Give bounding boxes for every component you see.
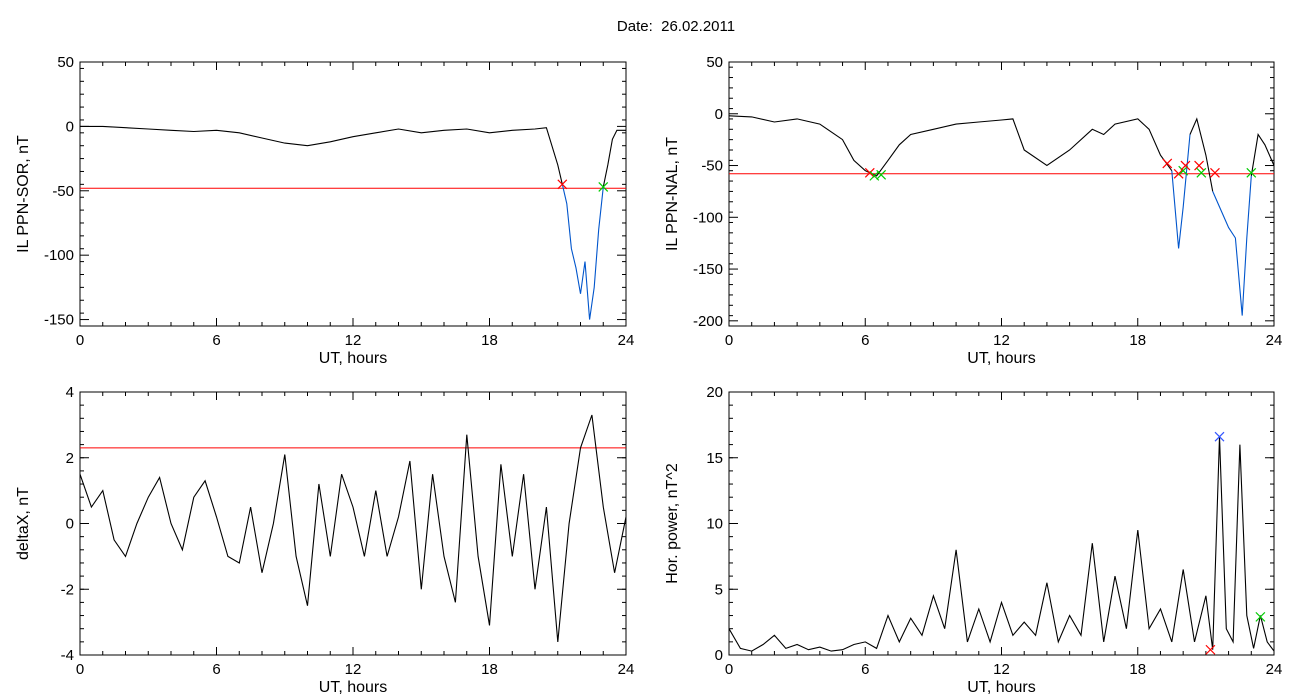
- marker-green: [1178, 165, 1189, 176]
- series-line: [1171, 134, 1191, 249]
- y-tick-label: -100: [44, 247, 74, 264]
- y-tick-label: -50: [52, 183, 74, 200]
- y-axis-label: deltaX, nT: [15, 487, 32, 560]
- x-tick-label: 18: [481, 661, 498, 678]
- x-tick-label: 0: [76, 661, 84, 678]
- x-tick-label: 6: [212, 332, 220, 349]
- marker-green: [876, 169, 887, 180]
- y-tick-label: 10: [706, 516, 723, 533]
- chart-panel-top-right: 0 6 12 18 24 50 0 -50 -100 -150 -200 UT, hours IL PP…: [664, 54, 1282, 367]
- y-axis-label: Hor. power, nT^2: [664, 463, 681, 584]
- marker-green: [1255, 611, 1266, 622]
- x-tick-label: 12: [345, 661, 362, 678]
- y-tick-label: 5: [715, 581, 723, 598]
- y-tick-label: 2: [66, 450, 74, 467]
- y-tick-label: -200: [693, 313, 723, 330]
- series-line: [728, 115, 1173, 177]
- y-tick-label: 4: [66, 384, 74, 401]
- series-line: [80, 125, 563, 185]
- y-tick-label: 15: [706, 450, 723, 467]
- y-tick-label: -50: [701, 158, 723, 175]
- x-tick-label: 18: [1129, 332, 1146, 349]
- series-line: [1189, 117, 1214, 192]
- marker-blue: [1214, 431, 1225, 442]
- x-tick-label: 0: [725, 332, 733, 349]
- series-line: [602, 129, 626, 188]
- y-tick-label: 0: [66, 516, 74, 533]
- x-tick-label: 6: [861, 332, 869, 349]
- x-tick-label: 12: [993, 661, 1010, 678]
- y-tick-label: 50: [706, 54, 723, 71]
- y-tick-label: 0: [715, 106, 723, 123]
- plot-frame: [728, 391, 1275, 656]
- marker-red: [1194, 160, 1204, 171]
- figure-title: Date: 26.02.2011: [616, 18, 736, 35]
- series-line: [79, 414, 627, 642]
- x-tick-label: 18: [481, 332, 498, 349]
- x-tick-label: 24: [618, 332, 635, 349]
- y-tick-label: -100: [693, 209, 723, 226]
- x-tick-label: 6: [861, 661, 869, 678]
- x-tick-label: 18: [1129, 661, 1146, 678]
- marker-green: [1246, 167, 1257, 178]
- marker-green: [1196, 167, 1207, 178]
- x-tick-label: 24: [618, 661, 635, 678]
- y-tick-label: -4: [61, 647, 74, 664]
- chart-panel-top-left: 0 6 12 18 24 50 0 -50 -100 -150 UT, hours IL PPN-SO…: [15, 54, 634, 367]
- x-tick-label: 24: [1266, 661, 1283, 678]
- y-tick-label: -150: [693, 261, 723, 278]
- marker-red: [864, 167, 875, 178]
- chart-panel-bottom-left: 0 6 12 18 24 4 2 0 -2 -4 UT, hours deltaX, nT: [15, 384, 634, 696]
- marker-red: [1173, 168, 1184, 179]
- x-tick-label: 0: [725, 661, 733, 678]
- x-tick-label: 12: [993, 332, 1010, 349]
- x-axis-label: UT, hours: [967, 679, 1035, 696]
- x-tick-label: 6: [212, 661, 220, 678]
- y-tick-label: 0: [715, 647, 723, 664]
- series-line: [1212, 175, 1252, 316]
- plot-frame: [79, 61, 627, 327]
- x-axis-label: UT, hours: [319, 679, 387, 696]
- plot-frame: [728, 61, 1275, 327]
- y-axis-label: IL PPN-NAL, nT: [664, 137, 681, 251]
- marker-red: [557, 179, 568, 190]
- chart-panel-bottom-right: 0 6 12 18 24 20 15 10 5 0 UT, hours Hor. power, nT^…: [664, 384, 1282, 696]
- y-tick-label: -2: [61, 581, 74, 598]
- y-tick-label: 20: [706, 384, 723, 401]
- marker-red: [1205, 644, 1216, 655]
- x-tick-label: 0: [76, 332, 84, 349]
- y-tick-label: -150: [44, 312, 74, 329]
- series-line: [1250, 133, 1275, 176]
- x-axis-label: UT, hours: [319, 350, 387, 367]
- marker-red: [1162, 158, 1173, 169]
- y-axis-label: IL PPN-SOR, nT: [15, 135, 32, 253]
- x-tick-label: 24: [1266, 332, 1283, 349]
- marker-green: [598, 181, 609, 192]
- series-line: [561, 184, 604, 320]
- series-line: [728, 436, 1275, 652]
- y-tick-label: 50: [57, 54, 74, 71]
- y-tick-label: 0: [66, 118, 74, 135]
- x-axis-label: UT, hours: [967, 350, 1035, 367]
- x-tick-label: 12: [345, 332, 362, 349]
- marker-red: [1210, 167, 1220, 178]
- marker-red: [1180, 160, 1191, 171]
